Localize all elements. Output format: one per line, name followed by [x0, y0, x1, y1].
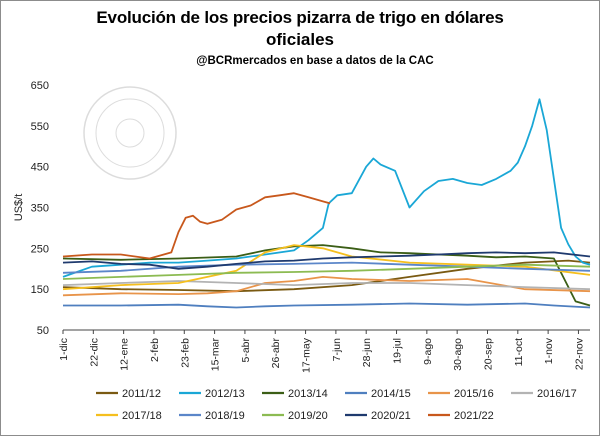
y-tick-label: 550 — [31, 121, 49, 133]
x-tick-label: 19-jul — [392, 338, 404, 364]
series-line-2021-22 — [62, 192, 331, 260]
y-tick-label: 250 — [31, 243, 49, 255]
y-tick-label: 350 — [31, 203, 49, 215]
x-tick-label: 23-feb — [179, 338, 191, 368]
series-line-2011-12 — [62, 259, 591, 293]
x-tick-label: 12-ene — [119, 338, 131, 371]
series-line-2016-17 — [62, 280, 591, 291]
series-line-2015-16 — [62, 275, 591, 297]
y-tick-label: 450 — [31, 162, 49, 174]
x-tick-label: 1-nov — [543, 337, 555, 364]
series-line-2013-14 — [62, 244, 591, 307]
x-tick-label: 26-abr — [270, 338, 282, 369]
legend-label: 2020/21 — [371, 410, 411, 422]
x-tick-label: 28-jun — [361, 338, 373, 367]
x-tick-label: 30-ago — [452, 338, 464, 371]
legend-label: 2016/17 — [537, 388, 577, 400]
x-tick-label: 17-may — [301, 337, 313, 373]
chart-title-line2: oficiales — [265, 30, 335, 49]
x-tick-label: 22-dic — [88, 338, 100, 367]
legend-label: 2019/20 — [288, 410, 328, 422]
legend-label: 2012/13 — [205, 388, 245, 400]
x-tick-label: 15-mar — [210, 338, 222, 372]
legend-label: 2011/12 — [122, 388, 161, 400]
x-tick-label: 1-dic — [58, 338, 70, 361]
y-tick-label: 150 — [31, 284, 49, 296]
chart-subtitle: @BCRmercados en base a datos de la CAC — [196, 55, 434, 67]
legend-label: 2021/22 — [454, 410, 494, 422]
legend-label: 2014/15 — [371, 388, 411, 400]
y-tick-label: 50 — [37, 325, 49, 337]
series-line-2018-19 — [62, 261, 591, 274]
series-line-2020-21 — [62, 251, 591, 270]
series-line-2017-18 — [62, 244, 591, 291]
series-line-2019-20 — [62, 263, 591, 280]
x-tick-label: 2-feb — [149, 338, 161, 362]
series-line-2014-15 — [63, 302, 591, 309]
legend-label: 2013/14 — [288, 388, 328, 400]
legend-label: 2018/19 — [205, 410, 245, 422]
chart-title: Evolución de los precios pizarra de trig… — [96, 8, 504, 27]
series-line-2012-13 — [62, 98, 591, 278]
y-axis-label: US$/t — [13, 194, 25, 222]
legend-label: 2015/16 — [454, 388, 494, 400]
seal-watermark — [83, 86, 177, 180]
y-tick-label: 650 — [31, 80, 49, 92]
x-tick-label: 22-nov — [573, 337, 585, 370]
x-tick-label: 11-oct — [513, 338, 525, 366]
x-tick-label: 7-jun — [331, 338, 343, 362]
x-tick-label: 5-abr — [240, 338, 252, 363]
legend-label: 2017/18 — [122, 410, 162, 422]
x-tick-label: 20-sep — [482, 338, 494, 370]
x-tick-label: 9-ago — [422, 338, 434, 365]
